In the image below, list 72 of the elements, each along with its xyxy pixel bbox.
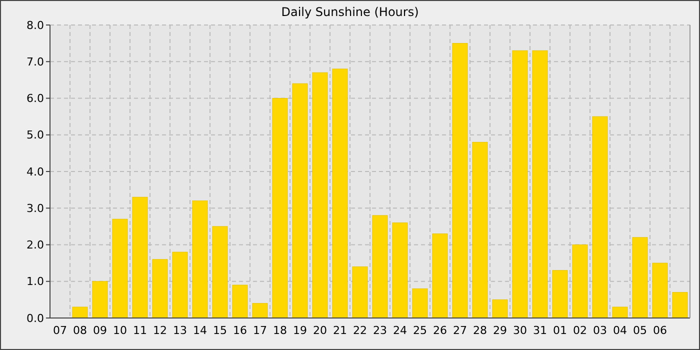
bar [592,116,608,318]
bar [612,306,628,318]
x-tick-label: 28 [473,324,487,337]
x-tick-label: 13 [173,324,187,337]
bar [172,252,188,318]
x-tick-label: 04 [613,324,627,337]
bar [452,43,468,318]
x-tick-label: 17 [253,324,267,337]
bar [152,259,168,318]
bar [332,68,348,318]
x-tick-label: 22 [353,324,367,337]
x-tick-label: 31 [533,324,547,337]
bar [72,306,88,318]
y-tick-label: 3.0 [26,202,44,215]
x-tick-label: 26 [433,324,447,337]
bar [572,244,588,318]
y-tick-label: 7.0 [26,55,44,68]
bar [92,281,108,318]
bar [272,98,288,318]
x-tick-label: 23 [373,324,387,337]
x-tick-label: 30 [513,324,527,337]
y-tick-label: 0.0 [26,312,44,325]
x-tick-label: 25 [413,324,427,337]
y-tick-label: 8.0 [26,18,44,32]
bar [132,196,148,318]
bar [352,266,368,318]
x-tick-label: 05 [633,324,647,337]
bar [312,72,328,318]
y-tick-label: 2.0 [26,238,44,252]
bar [212,226,228,318]
bar [532,50,548,318]
y-tick-label: 4.0 [26,165,44,178]
x-tick-label: 18 [273,324,287,337]
bar [412,288,428,318]
bar [232,284,248,318]
x-tick-label: 15 [213,324,227,337]
x-tick-label: 20 [313,324,327,337]
x-tick-label: 12 [153,324,167,337]
chart-title: Daily Sunshine (Hours) [281,5,419,19]
x-tick-label: 16 [233,324,247,337]
x-tick-label: 01 [553,324,567,337]
x-tick-label: 19 [293,324,307,337]
bar [552,270,568,318]
bar [372,215,388,318]
bar [632,237,648,318]
bar [432,234,448,318]
bar [472,142,488,318]
bar [192,200,208,318]
y-tick-label: 5.0 [26,128,44,142]
x-tick-label: 10 [113,324,127,337]
x-tick-label: 27 [453,324,467,337]
bar [292,83,308,318]
y-tick-label: 1.0 [26,275,44,288]
x-tick-label: 02 [573,324,587,337]
x-tick-label: 11 [133,324,147,337]
bar [252,303,268,318]
x-tick-label: 24 [393,324,407,337]
x-tick-label: 29 [493,324,507,337]
y-tick-label: 6.0 [26,92,44,106]
bar [672,292,688,318]
x-tick-label: 08 [73,324,87,337]
bar [512,50,528,318]
x-tick-label: 21 [333,324,347,337]
bar [392,222,408,318]
bar [652,262,668,318]
x-tick-label: 06 [653,324,667,337]
x-tick-label: 07 [53,324,67,337]
x-tick-label: 14 [193,324,207,337]
x-tick-label: 03 [593,324,607,337]
bar [492,299,508,318]
x-tick-label: 09 [93,324,107,337]
bar [112,218,128,318]
